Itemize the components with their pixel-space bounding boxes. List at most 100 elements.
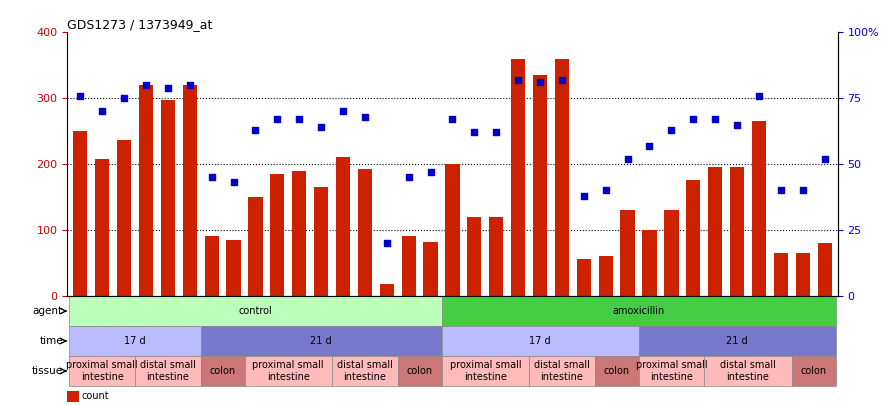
Bar: [621, 210, 634, 296]
Bar: [730, 167, 745, 296]
Bar: [555, 59, 569, 296]
Point: [445, 116, 460, 122]
Text: count: count: [81, 392, 108, 401]
Point: [686, 116, 701, 122]
Bar: [704, 356, 792, 386]
Bar: [442, 326, 639, 356]
Point: [577, 192, 591, 199]
Bar: [204, 237, 219, 296]
Text: 17 d: 17 d: [530, 336, 551, 346]
Bar: [796, 253, 810, 296]
Point: [620, 156, 634, 162]
Point: [533, 79, 547, 86]
Bar: [401, 237, 416, 296]
Point: [773, 187, 788, 194]
Text: colon: colon: [407, 366, 433, 376]
Point: [271, 116, 285, 122]
Point: [664, 126, 678, 133]
Point: [380, 240, 394, 246]
Bar: [817, 243, 831, 296]
Bar: [117, 140, 131, 296]
Bar: [774, 253, 788, 296]
Point: [73, 92, 88, 99]
Bar: [69, 356, 135, 386]
Text: colon: colon: [801, 366, 827, 376]
Bar: [139, 85, 153, 296]
Text: proximal small
intestine: proximal small intestine: [450, 360, 521, 382]
Point: [117, 95, 132, 101]
Point: [752, 92, 766, 99]
Point: [489, 129, 504, 136]
Text: distal small
intestine: distal small intestine: [720, 360, 776, 382]
Bar: [227, 240, 241, 296]
Bar: [442, 356, 530, 386]
Bar: [336, 158, 350, 296]
Bar: [201, 356, 245, 386]
Point: [708, 116, 722, 122]
Bar: [599, 256, 613, 296]
Point: [511, 77, 525, 83]
Text: control: control: [238, 306, 272, 316]
Bar: [686, 181, 701, 296]
Bar: [792, 356, 836, 386]
Point: [401, 174, 416, 181]
Text: agent: agent: [32, 306, 63, 316]
Bar: [314, 187, 328, 296]
Bar: [183, 85, 197, 296]
Text: time: time: [39, 336, 63, 346]
Bar: [424, 242, 438, 296]
Point: [95, 108, 109, 115]
Point: [796, 187, 810, 194]
Point: [314, 124, 328, 130]
Bar: [398, 356, 442, 386]
Point: [599, 187, 613, 194]
Bar: [639, 356, 704, 386]
Bar: [489, 217, 504, 296]
Bar: [595, 356, 639, 386]
Text: distal small
intestine: distal small intestine: [534, 360, 590, 382]
Text: proximal small
intestine: proximal small intestine: [66, 360, 138, 382]
Text: 17 d: 17 d: [125, 336, 146, 346]
Point: [183, 82, 197, 88]
Bar: [69, 296, 442, 326]
Text: proximal small
intestine: proximal small intestine: [253, 360, 324, 382]
Text: proximal small
intestine: proximal small intestine: [635, 360, 707, 382]
Text: GDS1273 / 1373949_at: GDS1273 / 1373949_at: [67, 18, 212, 31]
Bar: [511, 59, 525, 296]
Point: [642, 143, 657, 149]
Point: [555, 77, 569, 83]
Text: colon: colon: [210, 366, 236, 376]
Bar: [639, 326, 836, 356]
Bar: [292, 171, 306, 296]
Bar: [442, 296, 836, 326]
Text: distal small
intestine: distal small intestine: [140, 360, 196, 382]
Point: [139, 82, 153, 88]
Bar: [380, 284, 394, 296]
Point: [160, 85, 175, 91]
Text: distal small
intestine: distal small intestine: [337, 360, 392, 382]
Bar: [95, 160, 109, 296]
Bar: [67, 391, 79, 402]
Bar: [577, 260, 591, 296]
Bar: [271, 174, 284, 296]
Bar: [332, 356, 398, 386]
Point: [292, 116, 306, 122]
Point: [730, 122, 745, 128]
Text: colon: colon: [604, 366, 630, 376]
Bar: [160, 100, 175, 296]
Bar: [642, 230, 657, 296]
Bar: [135, 356, 201, 386]
Point: [227, 179, 241, 185]
Point: [336, 108, 350, 115]
Text: 21 d: 21 d: [310, 336, 332, 346]
Text: tissue: tissue: [31, 366, 63, 376]
Bar: [533, 75, 547, 296]
Bar: [245, 356, 332, 386]
Bar: [358, 168, 372, 296]
Bar: [201, 326, 442, 356]
Text: amoxicillin: amoxicillin: [613, 306, 665, 316]
Bar: [530, 356, 595, 386]
Point: [424, 169, 438, 175]
Bar: [69, 326, 201, 356]
Bar: [752, 121, 766, 296]
